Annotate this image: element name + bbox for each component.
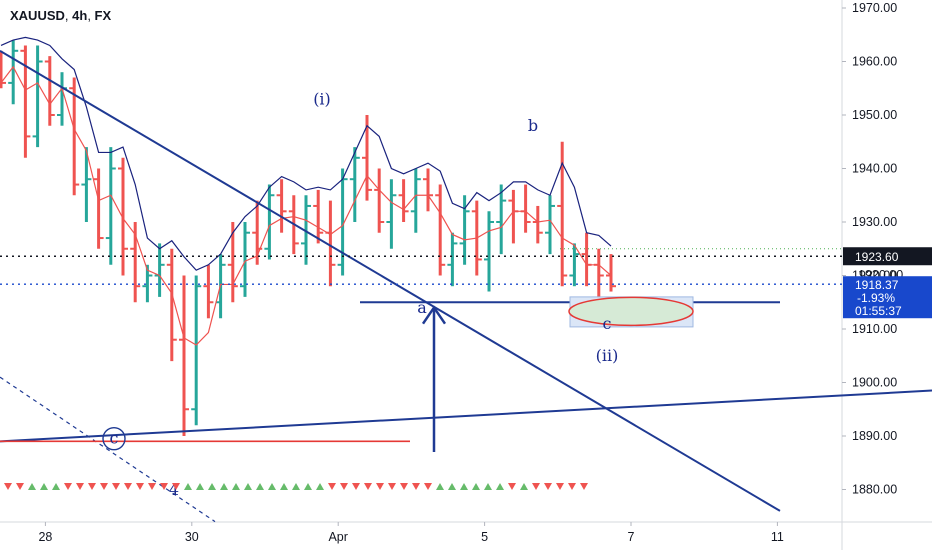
- signal-triangle: [64, 483, 72, 490]
- signal-triangle: [88, 483, 96, 490]
- up-arrow-head: [421, 305, 447, 325]
- signal-triangle: [580, 483, 588, 490]
- time-tick-label: 7: [628, 530, 635, 544]
- signal-triangle: [544, 483, 552, 490]
- signal-triangle: [148, 483, 156, 490]
- signal-triangle: [136, 483, 144, 490]
- price-tick-label: 1880.00: [852, 483, 897, 497]
- time-tick-label: 28: [38, 530, 52, 544]
- dashed-channel-line: [0, 376, 216, 523]
- signal-triangle: [376, 483, 384, 490]
- exchange-label: FX: [94, 8, 112, 23]
- price-tick-label: 1940.00: [852, 162, 897, 176]
- wave-label: a: [417, 298, 427, 317]
- signal-triangle: [160, 483, 168, 490]
- signal-triangle: [556, 483, 564, 490]
- upper-price-label-bg: [843, 247, 932, 266]
- signal-triangle: [28, 483, 36, 490]
- signal-triangle: [412, 483, 420, 490]
- signal-triangle: [304, 483, 312, 490]
- price-tick-label: 1970.00: [852, 1, 897, 15]
- signal-triangle: [196, 483, 204, 490]
- signal-triangle: [532, 483, 540, 490]
- chart-title: XAUUSD, 4h, FX: [10, 8, 112, 23]
- signal-triangle: [316, 483, 324, 490]
- signal-triangle: [280, 483, 288, 490]
- time-tick-label: 11: [771, 530, 784, 544]
- signal-triangle: [232, 483, 240, 490]
- target-ellipse: [568, 296, 694, 327]
- signal-triangle: [508, 483, 516, 490]
- signal-triangle: [76, 483, 84, 490]
- signal-triangle: [424, 483, 432, 490]
- wave-label: (i): [313, 89, 331, 108]
- price-tick-label: 1910.00: [852, 322, 897, 336]
- signal-triangle: [472, 483, 480, 490]
- price-axis[interactable]: 1880.001890.001900.001910.001920.001930.…: [842, 1, 932, 497]
- signal-triangle: [256, 483, 264, 490]
- time-axis[interactable]: 28 30 Apr 5 7 11: [38, 522, 784, 544]
- circled-wave-marker: [102, 426, 126, 451]
- signal-triangle: [40, 483, 48, 490]
- price-tick-label: 1950.00: [852, 108, 897, 122]
- wave-label: 4: [169, 480, 179, 499]
- signal-triangle: [388, 483, 396, 490]
- signal-triangle: [460, 483, 468, 490]
- rising-support-line: [0, 389, 932, 443]
- downtrend-line: [0, 49, 781, 512]
- signal-triangle: [172, 483, 180, 490]
- bar-countdown: 01:55:37: [855, 304, 902, 318]
- time-tick-label: 30: [185, 530, 199, 544]
- candles-layer: [0, 40, 616, 436]
- signal-triangle: [184, 483, 192, 490]
- price-tick-label: 1890.00: [852, 429, 897, 443]
- price-tick-label: 1960.00: [852, 55, 897, 69]
- signal-triangle: [364, 483, 372, 490]
- signal-triangle: [448, 483, 456, 490]
- circled-wave-label: c: [110, 429, 119, 448]
- signal-triangle: [328, 483, 336, 490]
- price-tick-label: 1900.00: [852, 376, 897, 390]
- last-price-label-bg: [843, 276, 932, 319]
- price-tick-label: 1930.00: [852, 215, 897, 229]
- time-tick-label: Apr: [328, 530, 347, 544]
- interval-label[interactable]: 4h: [72, 8, 88, 23]
- time-tick-label: 5: [481, 530, 488, 544]
- signal-triangle: [208, 483, 216, 490]
- signal-triangle: [268, 483, 276, 490]
- upper-price-label: 1923.60: [855, 250, 899, 264]
- last-price-value: 1918.37: [855, 278, 899, 292]
- signal-triangle: [436, 483, 444, 490]
- signal-triangle: [4, 483, 12, 490]
- signal-triangle: [16, 483, 24, 490]
- signal-triangle: [520, 483, 528, 490]
- signal-triangle: [292, 483, 300, 490]
- signal-triangle: [352, 483, 360, 490]
- drawings-layer: (i) b a c (ii) 4 c: [0, 36, 932, 512]
- wave-label: b: [528, 116, 538, 135]
- signal-triangle: [568, 483, 576, 490]
- drawings-back: [0, 376, 216, 523]
- signal-triangle: [340, 483, 348, 490]
- signal-triangle: [400, 483, 408, 490]
- symbol-name[interactable]: XAUUSD: [10, 8, 65, 23]
- signal-triangle: [52, 483, 60, 490]
- wave-label: (ii): [596, 346, 619, 365]
- moving-average-slow: [0, 65, 612, 346]
- moving-average-fast: [0, 36, 612, 271]
- signal-triangle: [496, 483, 504, 490]
- wave-label: c: [603, 314, 612, 333]
- signal-triangle: [112, 483, 120, 490]
- signal-triangle: [124, 483, 132, 490]
- signal-triangle: [100, 483, 108, 490]
- price-change-percent: -1.93%: [857, 291, 895, 305]
- signal-triangle: [244, 483, 252, 490]
- signal-triangle: [484, 483, 492, 490]
- signal-triangle: [220, 483, 228, 490]
